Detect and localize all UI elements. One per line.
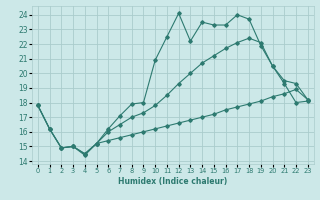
- X-axis label: Humidex (Indice chaleur): Humidex (Indice chaleur): [118, 177, 228, 186]
